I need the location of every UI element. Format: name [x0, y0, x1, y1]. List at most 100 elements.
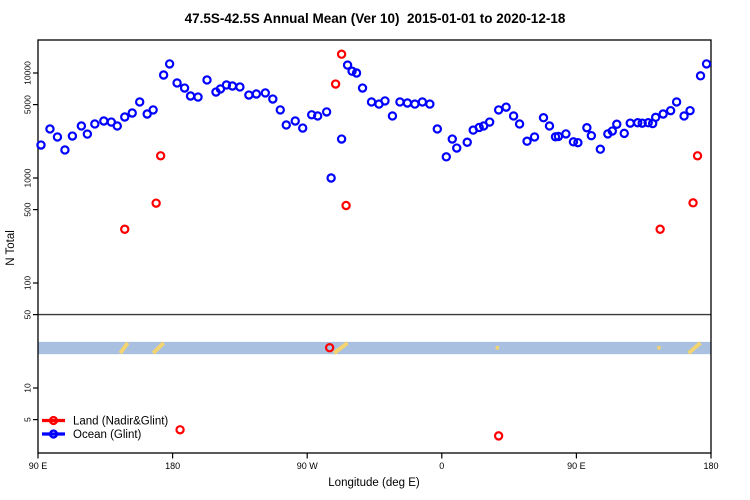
- ocean-point: [76, 121, 87, 131]
- ocean-point: [484, 117, 495, 127]
- ocean-point: [193, 92, 203, 102]
- ocean-point: [586, 130, 597, 141]
- ocean-point: [347, 66, 357, 76]
- ocean-point: [148, 105, 158, 115]
- ocean-point: [260, 88, 271, 98]
- ocean-point: [633, 118, 643, 128]
- ocean-point: [387, 111, 398, 121]
- ocean-point: [185, 91, 196, 101]
- ocean-point: [573, 137, 583, 148]
- ocean-point: [202, 75, 212, 85]
- land-point: [120, 224, 130, 234]
- ocean-point: [45, 124, 55, 134]
- ocean-point: [179, 83, 190, 93]
- ocean-point: [127, 108, 137, 118]
- ocean-point: [452, 143, 462, 153]
- land-point: [493, 431, 504, 441]
- ocean-point: [357, 83, 368, 93]
- ocean-point: [366, 97, 377, 107]
- land-point: [151, 198, 161, 208]
- ocean-point: [268, 94, 278, 104]
- land-point: [324, 342, 335, 353]
- ocean-point: [99, 116, 109, 126]
- ocean-point: [665, 105, 676, 116]
- ocean-point: [508, 111, 519, 121]
- x-tick-label: 0: [439, 461, 444, 471]
- ocean-point: [544, 121, 555, 131]
- x-tick-label: 90 E: [567, 461, 586, 471]
- ocean-point: [351, 68, 362, 78]
- ocean-point: [321, 107, 332, 117]
- land-point: [336, 49, 347, 59]
- ocean-point: [447, 134, 457, 144]
- x-tick-label: 90 W: [297, 461, 319, 471]
- y-tick-label: 500: [23, 202, 33, 216]
- ocean-point: [561, 129, 571, 139]
- x-tick-label: 90 E: [29, 461, 48, 471]
- ocean-point: [695, 71, 706, 81]
- ocean-point: [643, 118, 653, 128]
- ocean-point: [342, 60, 353, 70]
- y-tick-label: 1000: [23, 168, 33, 187]
- chart-title: 47.5S-42.5S Annual Mean (Ver 10) 2015-01…: [184, 11, 566, 26]
- ocean-point: [52, 132, 63, 142]
- land-point: [655, 224, 665, 234]
- ocean-point: [658, 109, 668, 119]
- ocean-point: [595, 144, 606, 154]
- x-tick-label: 180: [703, 461, 718, 471]
- ocean-point: [625, 118, 635, 128]
- ocean-point: [410, 99, 420, 109]
- plot-frame: [37, 39, 712, 454]
- ocean-point: [462, 137, 472, 147]
- land-point: [155, 151, 166, 161]
- y-tick-label: 10000: [23, 61, 33, 85]
- x-tick-label: 180: [165, 461, 180, 471]
- land-point: [688, 198, 698, 208]
- ocean-point: [120, 112, 130, 122]
- ocean-point: [90, 119, 100, 129]
- ocean-point: [82, 129, 93, 139]
- y-tick-label: 5: [23, 417, 33, 422]
- ocean-point: [529, 132, 540, 142]
- band-mark: [687, 341, 702, 355]
- ocean-point: [380, 96, 390, 106]
- ocean-point: [227, 81, 238, 91]
- band-mark: [495, 346, 500, 350]
- ocean-point: [679, 111, 689, 121]
- coverage-band: [38, 341, 711, 355]
- land-point: [330, 79, 341, 89]
- ocean-point: [142, 109, 152, 119]
- ocean-point: [158, 70, 169, 80]
- ocean-point: [281, 120, 291, 130]
- ocean-point: [298, 123, 308, 133]
- ocean-point: [685, 105, 695, 116]
- land-point: [341, 200, 351, 211]
- ocean-point: [514, 119, 525, 129]
- ocean-point: [607, 126, 617, 136]
- ocean-point: [112, 121, 122, 131]
- ocean-point: [474, 122, 484, 133]
- ocean-point: [522, 136, 532, 146]
- band-mark: [118, 341, 130, 355]
- ocean-point: [501, 102, 511, 112]
- ocean-point: [441, 152, 451, 162]
- ocean-point: [67, 131, 78, 141]
- y-tick-label: 5000: [23, 95, 33, 114]
- ocean-point: [395, 97, 405, 107]
- y-tick-label: 10: [23, 383, 33, 393]
- ocean-point: [235, 82, 245, 92]
- ocean-point: [650, 112, 661, 123]
- ocean-point: [493, 105, 504, 115]
- ocean-point: [432, 124, 443, 134]
- y-tick-label: 50: [23, 310, 33, 320]
- y-tick-label: 100: [23, 276, 33, 290]
- legend-marker-ocean: [48, 429, 59, 439]
- band-mark: [657, 346, 661, 350]
- ocean-point: [568, 137, 579, 147]
- ocean-point: [538, 113, 549, 123]
- ocean-point: [619, 128, 629, 139]
- ocean-point: [425, 99, 435, 109]
- plot-area: 10000 5000 1000 500 100 50 10 5 90 E 180 90 W 0 90 E…: [23, 39, 719, 471]
